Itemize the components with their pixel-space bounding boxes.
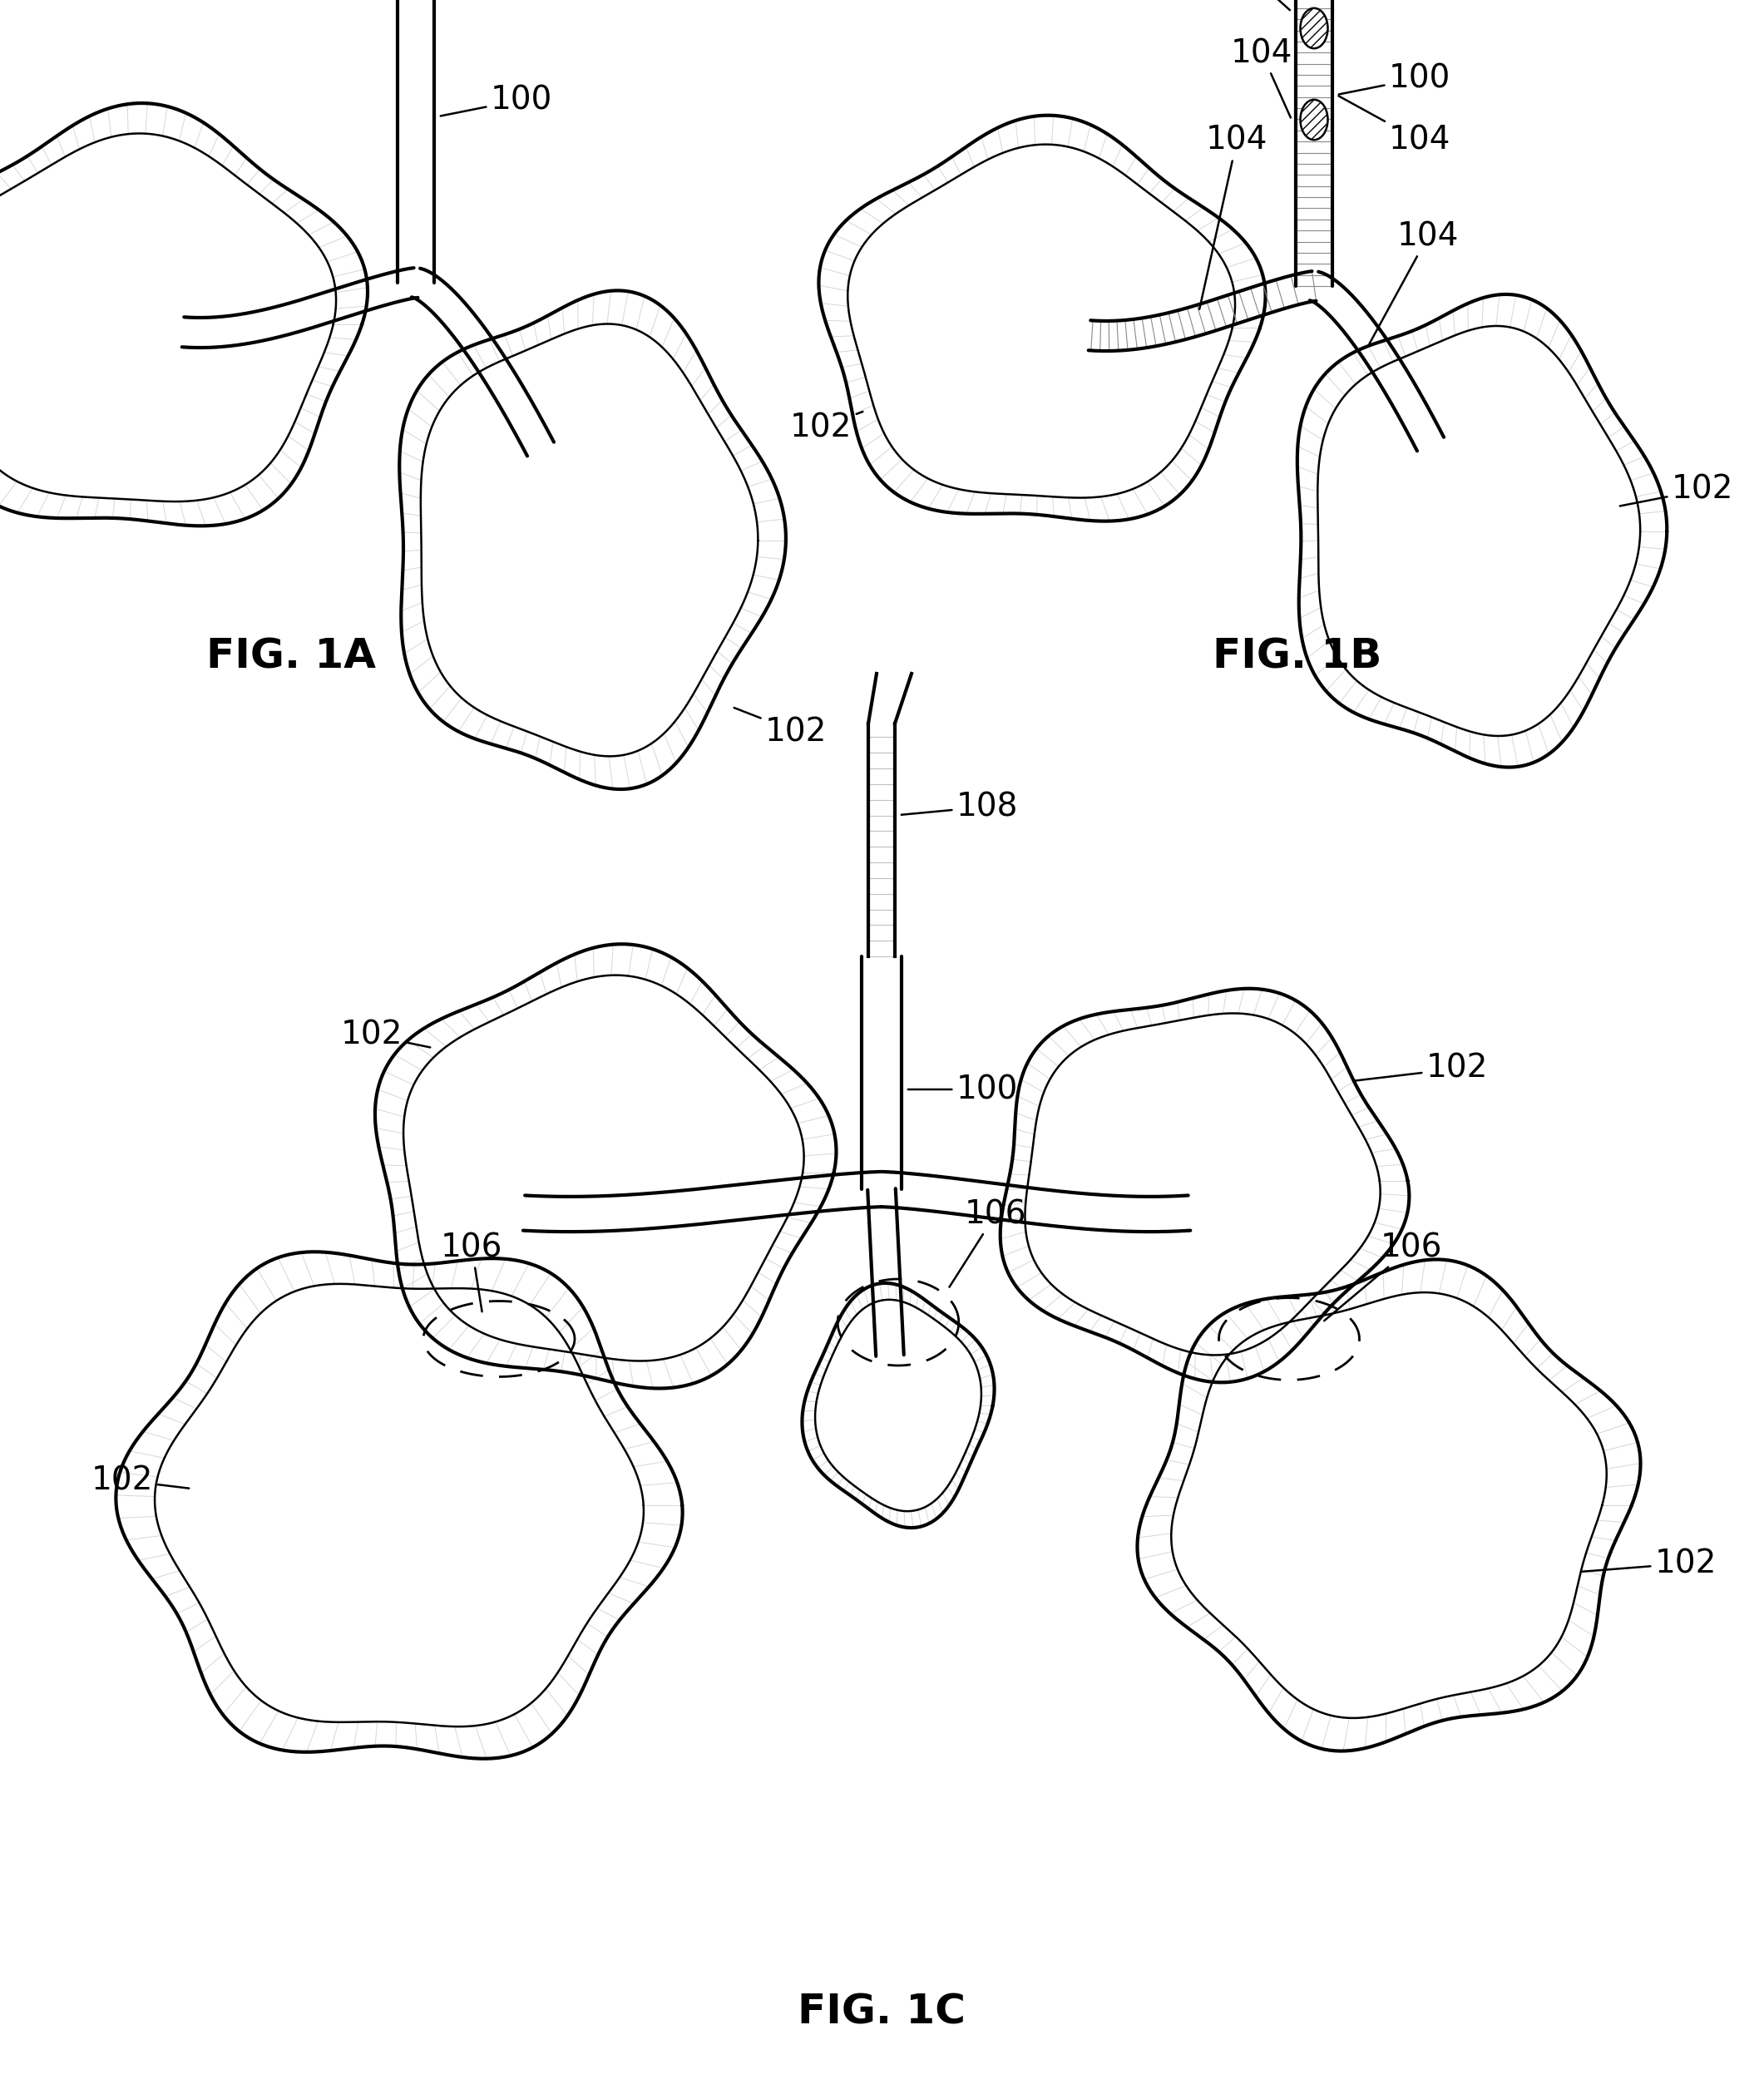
Text: 104: 104	[1369, 220, 1459, 344]
Text: 104: 104	[1200, 124, 1268, 309]
Text: 106: 106	[949, 1199, 1027, 1287]
Text: 102: 102	[340, 1020, 430, 1052]
Text: 104: 104	[1231, 38, 1293, 118]
Text: FIG. 1B: FIG. 1B	[1214, 636, 1381, 678]
Ellipse shape	[1300, 99, 1328, 141]
Text: 102: 102	[790, 411, 863, 443]
Text: 104: 104	[1339, 97, 1450, 155]
Text: 102: 102	[1353, 1054, 1489, 1085]
Text: 106: 106	[441, 1232, 503, 1312]
Text: FIG. 1A: FIG. 1A	[206, 636, 376, 678]
Text: 100: 100	[908, 1073, 1018, 1106]
Text: 102: 102	[1582, 1547, 1716, 1578]
Text: 106: 106	[1325, 1232, 1443, 1320]
Text: FIG. 1C: FIG. 1C	[797, 1992, 965, 2032]
Text: 102: 102	[1619, 474, 1734, 506]
Polygon shape	[1297, 0, 1332, 285]
Ellipse shape	[1300, 8, 1328, 48]
Text: 100: 100	[1339, 63, 1450, 94]
Text: 100: 100	[441, 84, 552, 115]
Text: 108: 108	[901, 791, 1018, 823]
Text: 102: 102	[734, 707, 827, 747]
Polygon shape	[1088, 271, 1316, 351]
Text: 104: 104	[1214, 0, 1289, 10]
Text: 102: 102	[92, 1465, 189, 1497]
